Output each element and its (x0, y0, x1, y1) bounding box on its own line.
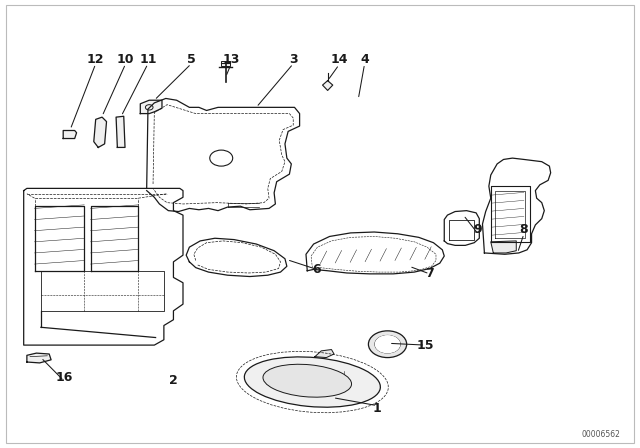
Polygon shape (491, 241, 516, 253)
Text: 15: 15 (417, 339, 434, 352)
Polygon shape (27, 353, 51, 363)
Text: 14: 14 (330, 53, 348, 66)
Text: 11: 11 (140, 53, 157, 66)
Text: 7: 7 (425, 267, 434, 280)
Ellipse shape (263, 364, 351, 397)
Text: 2: 2 (169, 374, 178, 387)
Text: 9: 9 (474, 223, 483, 236)
Bar (221, 61, 230, 66)
Ellipse shape (244, 357, 380, 407)
Text: 13: 13 (222, 53, 239, 66)
Polygon shape (94, 117, 106, 147)
Circle shape (369, 331, 406, 358)
Polygon shape (63, 130, 77, 138)
Text: 8: 8 (520, 223, 528, 236)
Polygon shape (315, 349, 334, 358)
Text: 3: 3 (289, 53, 298, 66)
Polygon shape (323, 81, 333, 90)
Text: 4: 4 (360, 53, 369, 66)
Text: 6: 6 (312, 263, 321, 276)
Text: 12: 12 (87, 53, 104, 66)
Text: 5: 5 (187, 53, 196, 66)
Polygon shape (116, 116, 125, 147)
Polygon shape (140, 100, 162, 114)
Text: 10: 10 (117, 53, 134, 66)
Text: 00006562: 00006562 (582, 430, 621, 439)
Circle shape (376, 336, 399, 353)
Text: 1: 1 (373, 402, 381, 415)
Text: 16: 16 (55, 371, 72, 384)
